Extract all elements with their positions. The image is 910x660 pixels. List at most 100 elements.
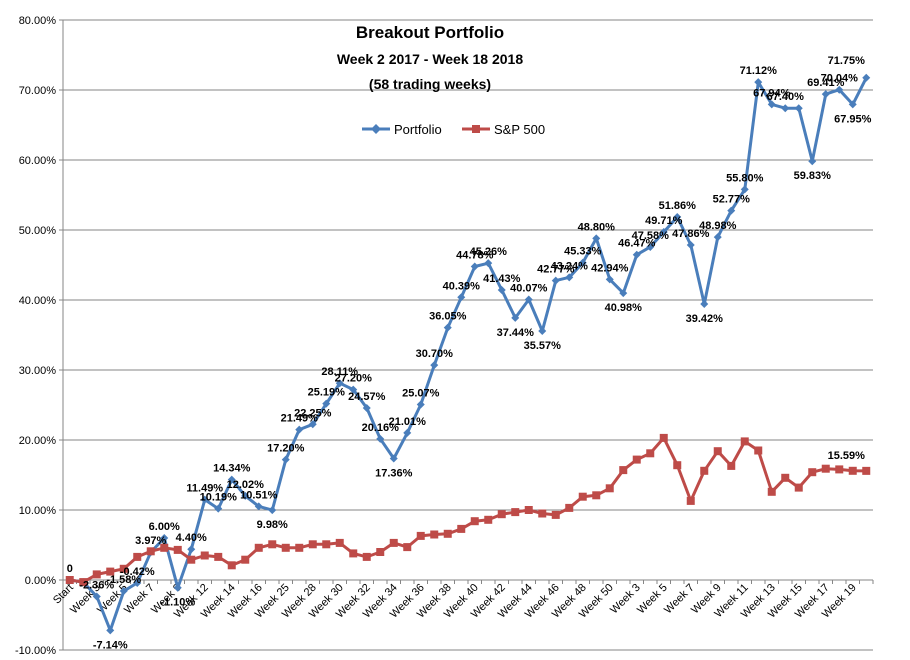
- data-labels: 0 -2.36% -7.14% -1.58%-0.42% 3.97% 6.00% -1.10…: [67, 55, 872, 652]
- data-point-portfolio: [268, 506, 277, 515]
- data-point-sp500: [173, 545, 182, 554]
- data-point-sp500: [524, 506, 533, 514]
- data-label-portfolio: 48.98%: [699, 220, 737, 232]
- y-tick-label: 80.00%: [19, 15, 57, 27]
- data-point-sp500: [646, 449, 655, 458]
- data-label-portfolio: 47.58%: [632, 230, 670, 242]
- data-label-portfolio: 52.77%: [713, 194, 751, 206]
- data-label-portfolio: 28.11%: [321, 366, 358, 378]
- data-point-sp500: [335, 538, 344, 547]
- data-label-portfolio: 42.94%: [591, 262, 629, 274]
- data-point-sp500: [403, 543, 412, 552]
- data-point-sp500: [713, 447, 722, 456]
- data-point-portfolio: [322, 399, 331, 408]
- data-point-portfolio: [214, 504, 223, 513]
- data-point-portfolio: [740, 185, 749, 194]
- data-point-portfolio: [119, 587, 128, 596]
- data-point-sp500: [254, 543, 263, 552]
- data-label-portfolio: 4.40%: [176, 532, 207, 544]
- data-point-sp500: [821, 464, 830, 473]
- data-label-portfolio: 24.57%: [348, 391, 386, 403]
- y-tick-label: 10.00%: [19, 505, 57, 517]
- data-point-portfolio: [187, 545, 196, 554]
- data-point-portfolio: [349, 385, 358, 394]
- legend-sp500-marker: [472, 125, 480, 133]
- data-point-sp500: [808, 468, 817, 477]
- data-label-portfolio: 6.00%: [149, 521, 180, 533]
- data-point-sp500: [160, 543, 169, 552]
- data-label-portfolio: 42.77%: [537, 264, 575, 276]
- data-label-portfolio: 46.47%: [618, 238, 656, 250]
- data-label-portfolio: 27.20%: [335, 373, 373, 385]
- data-point-sp500: [119, 564, 128, 573]
- data-point-portfolio: [470, 262, 479, 271]
- data-point-sp500: [133, 552, 142, 561]
- data-point-portfolio: [538, 327, 547, 336]
- data-point-portfolio: [578, 258, 587, 267]
- data-point-portfolio: [646, 242, 655, 251]
- data-label-portfolio: 9.98%: [257, 519, 288, 531]
- data-point-portfolio: [443, 323, 452, 332]
- data-point-portfolio: [416, 400, 425, 409]
- legend: Portfolio S&P 500: [362, 122, 545, 137]
- data-label-portfolio: 17.20%: [267, 443, 305, 455]
- y-tick-label: 60.00%: [19, 155, 57, 167]
- data-label-portfolio: 70.04%: [821, 73, 859, 85]
- data-label-portfolio: 36.05%: [429, 311, 467, 323]
- legend-portfolio-marker: [371, 124, 381, 134]
- data-point-sp500: [578, 492, 587, 501]
- data-point-portfolio: [133, 578, 142, 587]
- data-point-portfolio: [241, 491, 250, 500]
- data-point-sp500: [538, 509, 547, 518]
- y-tick-label: 0.00%: [25, 575, 56, 587]
- data-point-sp500: [686, 496, 695, 505]
- data-point-sp500: [389, 538, 398, 547]
- data-point-sp500: [187, 555, 196, 564]
- data-point-portfolio: [754, 78, 763, 87]
- data-point-portfolio: [281, 455, 290, 464]
- data-label-portfolio: 69.41%: [807, 77, 845, 89]
- data-point-sp500: [200, 551, 209, 560]
- data-point-sp500: [700, 466, 709, 475]
- data-label-portfolio: 37.44%: [497, 327, 535, 339]
- data-point-sp500: [835, 465, 844, 474]
- data-point-portfolio: [160, 534, 169, 542]
- data-point-sp500: [79, 578, 88, 587]
- data-point-sp500: [848, 466, 857, 475]
- data-point-portfolio: [497, 285, 506, 294]
- data-point-portfolio: [592, 234, 601, 243]
- data-point-sp500: [227, 561, 236, 570]
- data-point-portfolio: [727, 206, 736, 215]
- data-point-portfolio: [632, 250, 641, 259]
- data-point-portfolio: [686, 240, 695, 249]
- data-point-portfolio: [200, 495, 209, 504]
- legend-sp500-label: S&P 500: [494, 122, 545, 137]
- chart-subtitle-line-2: (58 trading weeks): [369, 76, 491, 92]
- data-label-portfolio: 51.86%: [659, 200, 697, 212]
- data-point-sp500: [511, 508, 520, 517]
- data-label-portfolio: 67.95%: [834, 113, 872, 125]
- data-label-portfolio: 49.71%: [645, 215, 683, 227]
- data-point-portfolio: [430, 361, 439, 370]
- data-label-portfolio: 44.78%: [456, 250, 494, 262]
- data-label-portfolio: 12.02%: [227, 479, 265, 491]
- data-point-portfolio: [700, 300, 709, 309]
- data-point-sp500: [281, 543, 290, 552]
- data-point-portfolio: [389, 454, 398, 463]
- data-label-portfolio: 67.40%: [767, 91, 805, 103]
- data-point-sp500: [362, 552, 371, 561]
- data-point-sp500: [605, 484, 614, 493]
- data-point-sp500: [430, 530, 439, 539]
- data-point-sp500: [322, 540, 331, 549]
- data-label-portfolio: 71.12%: [740, 65, 778, 77]
- data-point-portfolio: [173, 583, 182, 592]
- data-point-portfolio: [848, 100, 857, 109]
- data-label-portfolio: -0.42%: [120, 566, 155, 578]
- data-point-portfolio: [511, 313, 520, 322]
- data-point-portfolio: [403, 428, 412, 437]
- data-label-portfolio: 25.07%: [402, 388, 440, 400]
- data-point-portfolio: [767, 100, 776, 109]
- data-point-portfolio: [862, 73, 871, 82]
- data-label-portfolio: 14.34%: [213, 463, 251, 475]
- data-label-portfolio: 17.36%: [375, 467, 413, 479]
